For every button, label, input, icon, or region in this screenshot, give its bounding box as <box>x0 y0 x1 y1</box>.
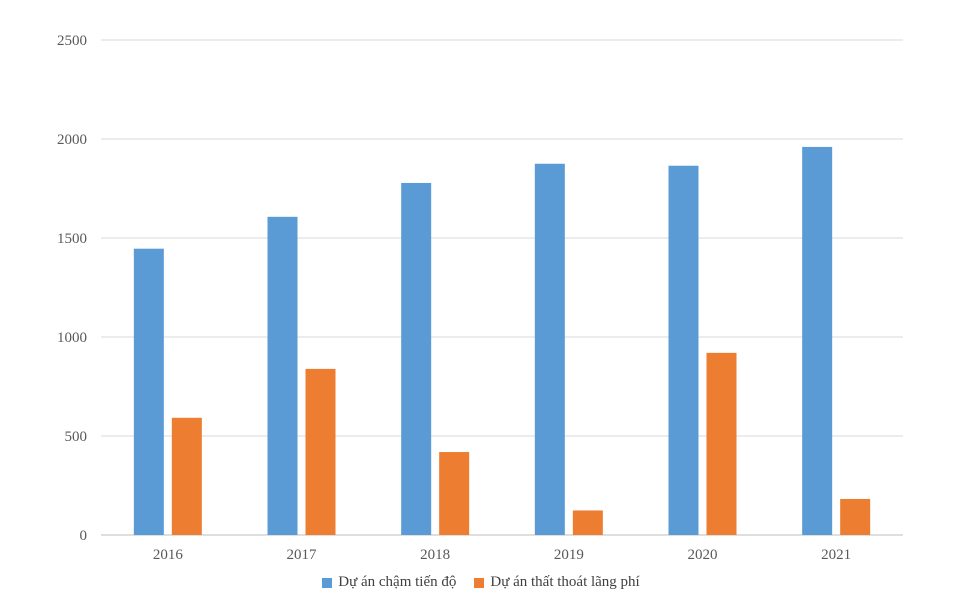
bar-series-1-2018 <box>401 182 432 535</box>
y-tick-label: 1000 <box>57 330 87 346</box>
bar-series-1-2017 <box>267 216 298 535</box>
bar-series-2-2019 <box>572 510 603 535</box>
legend: Dự án chậm tiến độ Dự án thất thoát lãng… <box>0 574 962 591</box>
legend-swatch-series-2 <box>474 577 485 588</box>
x-tick-label: 2016 <box>153 547 184 563</box>
y-tick-label: 2000 <box>57 132 87 148</box>
x-tick-label: 2020 <box>688 547 718 563</box>
bar-series-2-2020 <box>706 352 737 535</box>
x-tick-label: 2017 <box>287 547 318 563</box>
x-tick-label: 2021 <box>821 547 851 563</box>
bar-series-1-2020 <box>668 165 699 536</box>
y-tick-label: 1500 <box>57 231 87 247</box>
bar-series-1-2019 <box>534 163 565 535</box>
x-tick-label: 2018 <box>420 547 450 563</box>
y-tick-label: 0 <box>80 528 88 544</box>
bar-series-2-2021 <box>840 498 871 535</box>
bar-chart: 0 500 1000 1500 2000 2500 2016 2017 2018 2019 202… <box>57 33 903 563</box>
legend-item-series-1: Dự án chậm tiến độ <box>322 574 456 591</box>
y-axis-ticks: 0 500 1000 1500 2000 2500 <box>57 33 87 544</box>
x-axis-ticks: 2016 2017 2018 2019 2020 2021 <box>153 547 851 563</box>
bar-series-1-2021 <box>802 146 833 536</box>
y-tick-label: 2500 <box>57 33 87 49</box>
legend-swatch-series-1 <box>322 577 333 588</box>
bar-series-2-2018 <box>439 452 470 535</box>
x-tick-label: 2019 <box>554 547 584 563</box>
legend-label-series-1: Dự án chậm tiến độ <box>338 574 457 590</box>
legend-item-series-2: Dự án thất thoát lãng phí <box>474 574 640 591</box>
bars <box>133 146 871 536</box>
y-tick-label: 500 <box>65 429 88 445</box>
bar-series-2-2016 <box>171 417 202 535</box>
bar-series-1-2016 <box>133 248 164 535</box>
legend-label-series-2: Dự án thất thoát lãng phí <box>490 574 640 590</box>
gridlines <box>101 39 903 536</box>
bar-series-2-2017 <box>305 368 336 535</box>
